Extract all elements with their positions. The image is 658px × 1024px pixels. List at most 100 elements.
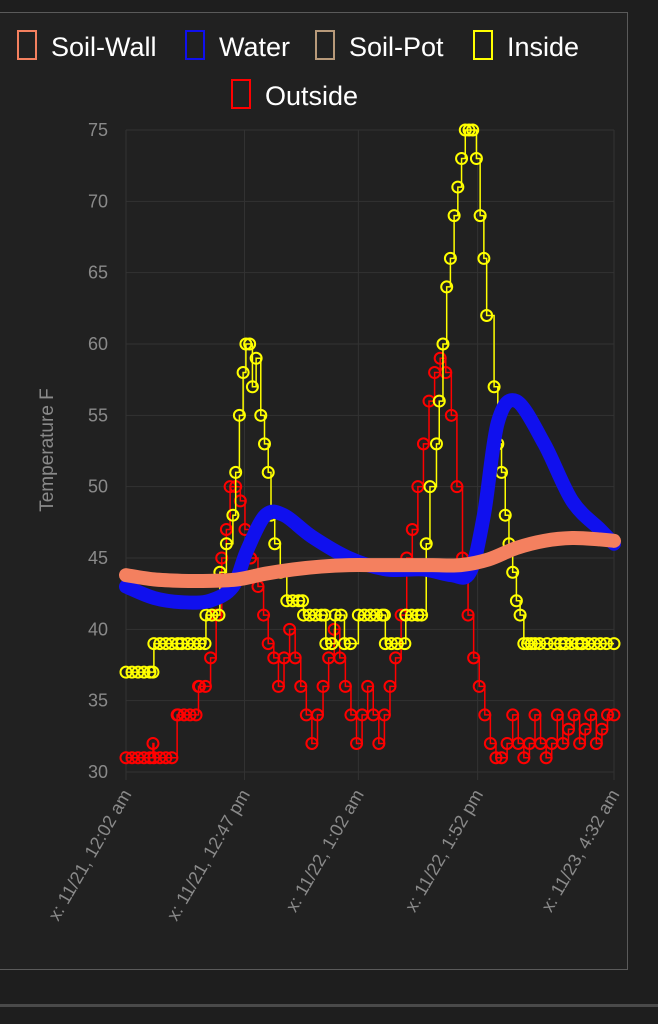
legend: Soil-Wall Water Soil-Pot Inside Outside [17, 30, 579, 111]
data-point [419, 537, 433, 551]
x-tick-label: x: 11/21, 12:02 am [44, 786, 135, 924]
data-point [198, 637, 212, 651]
data-point [226, 508, 240, 522]
data-point [383, 679, 397, 693]
data-point [439, 366, 453, 380]
data-point [528, 708, 542, 722]
y-axis-title: Temperature F [37, 388, 58, 512]
data-point [350, 736, 364, 750]
data-point [556, 736, 570, 750]
legend-swatch [473, 30, 493, 60]
data-point [472, 679, 486, 693]
data-point [411, 480, 425, 494]
y-tick-label: 70 [88, 191, 108, 211]
x-axis-ticks: x: 11/21, 12:02 am x: 11/21, 12:47 pm x: 1… [44, 786, 623, 924]
data-point [183, 708, 197, 722]
data-point [473, 209, 487, 223]
data-point [415, 608, 429, 622]
y-tick-label: 55 [88, 405, 108, 425]
data-point [205, 608, 219, 622]
data-point [607, 708, 621, 722]
data-point [377, 608, 391, 622]
data-point [469, 152, 483, 166]
y-axis-ticks: 30 35 40 45 50 55 60 65 70 75 [88, 120, 108, 782]
data-point [429, 437, 443, 451]
data-point [243, 337, 257, 351]
data-point [229, 465, 243, 479]
legend-item-inside: Inside [473, 30, 579, 62]
data-point [245, 380, 259, 394]
data-point [268, 537, 282, 551]
data-point [533, 637, 547, 651]
data-point [506, 565, 520, 579]
data-point [232, 408, 246, 422]
data-point [539, 751, 553, 765]
bottom-divider [0, 1004, 658, 1007]
data-point [254, 408, 268, 422]
data-point [389, 651, 403, 665]
data-point [165, 637, 179, 651]
data-point [447, 209, 461, 223]
legend-item-soil-pot: Soil-Pot [315, 30, 444, 62]
data-point [309, 608, 323, 622]
data-point [461, 608, 475, 622]
data-point [193, 637, 207, 651]
data-point [219, 522, 233, 536]
data-point [288, 651, 302, 665]
legend-label: Water [219, 32, 290, 62]
data-point [286, 594, 300, 608]
data-point [233, 494, 247, 508]
data-point [292, 594, 306, 608]
data-point [146, 665, 160, 679]
data-point [192, 679, 206, 693]
data-point [550, 708, 564, 722]
data-point [561, 722, 575, 736]
data-point [517, 751, 531, 765]
series-water [119, 393, 621, 610]
data-point [487, 380, 501, 394]
x-tick-label: x: 11/23, 4:32 am [537, 786, 623, 915]
x-tick-label: x: 11/22, 1:02 am [282, 786, 368, 915]
series-layer [119, 123, 621, 765]
legend-label: Soil-Wall [51, 32, 157, 62]
data-point [165, 751, 179, 765]
y-tick-label: 60 [88, 334, 108, 354]
data-point [257, 608, 271, 622]
data-point [433, 351, 447, 365]
data-point [305, 736, 319, 750]
data-point [271, 679, 285, 693]
data-point [599, 637, 613, 651]
data-point [455, 152, 469, 166]
data-point [372, 736, 386, 750]
data-point [416, 437, 430, 451]
data-point [236, 366, 250, 380]
data-point [171, 637, 185, 651]
series-soil-wall [119, 531, 621, 589]
data-point [607, 637, 621, 651]
data-point [212, 608, 226, 622]
data-point [584, 708, 598, 722]
legend-label: Outside [265, 81, 358, 111]
series-line [119, 393, 621, 610]
y-tick-label: 45 [88, 548, 108, 568]
legend-item-outside: Outside [231, 79, 358, 111]
data-point [369, 608, 383, 622]
data-point [377, 708, 391, 722]
legend-swatch [315, 30, 335, 60]
data-point [159, 751, 173, 765]
data-point [466, 123, 480, 137]
data-point [509, 594, 523, 608]
data-point [296, 594, 310, 608]
data-point [198, 679, 212, 693]
data-point [338, 679, 352, 693]
data-point [478, 708, 492, 722]
data-point [328, 608, 342, 622]
y-tick-label: 30 [88, 762, 108, 782]
data-point [146, 736, 160, 750]
data-point [589, 736, 603, 750]
data-point [137, 665, 151, 679]
y-tick-label: 75 [88, 120, 108, 140]
data-point [423, 480, 437, 494]
data-point [521, 637, 535, 651]
